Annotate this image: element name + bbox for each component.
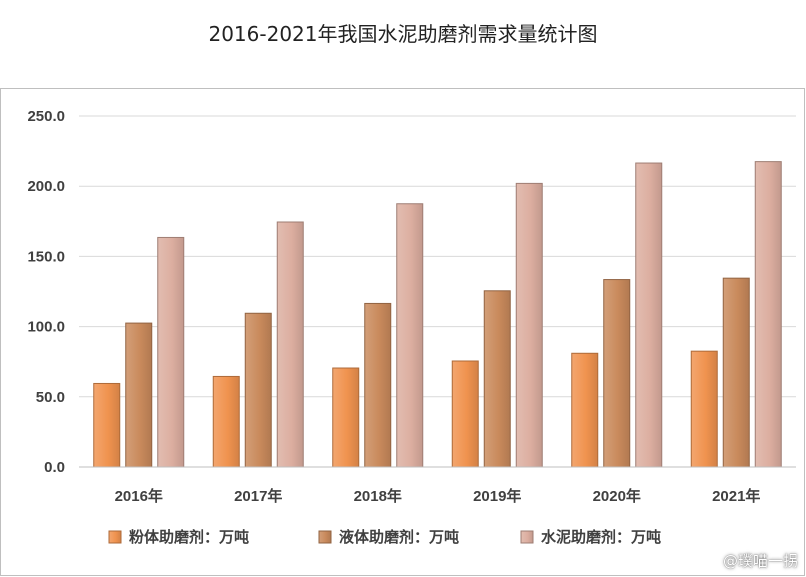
x-tick-label: 2020年 xyxy=(593,487,641,505)
bar xyxy=(332,367,360,468)
bar xyxy=(157,236,185,468)
bar xyxy=(571,352,599,468)
legend-label: 粉体助磨剂：万吨 xyxy=(129,528,249,546)
bar xyxy=(603,279,631,468)
bar xyxy=(396,203,424,468)
bar xyxy=(515,182,543,468)
y-tick-label: 50.0 xyxy=(36,389,65,406)
bar xyxy=(125,322,153,468)
legend-swatch xyxy=(318,530,332,544)
bar xyxy=(93,382,121,468)
x-tick-label: 2016年 xyxy=(115,487,163,505)
gridlines xyxy=(79,115,796,468)
y-tick-label: 250.0 xyxy=(27,108,65,125)
bar xyxy=(451,360,479,468)
x-tick-label: 2021年 xyxy=(712,487,760,505)
bar xyxy=(722,277,750,468)
bar xyxy=(754,161,782,468)
y-tick-label: 100.0 xyxy=(27,319,65,336)
chart-title: 2016-2021年我国水泥助磨剂需求量统计图 xyxy=(208,22,598,46)
legend-label: 水泥助磨剂：万吨 xyxy=(541,528,661,546)
axes: 0.0 50.0 100.0 150.0 200.0 250.0 2016年 2017年 201… xyxy=(27,108,796,505)
bar xyxy=(276,221,304,468)
bar xyxy=(244,312,272,468)
legend: 粉体助磨剂：万吨 液体助磨剂：万吨 水泥助磨剂：万吨 xyxy=(108,528,661,546)
y-tick-label: 150.0 xyxy=(27,248,65,265)
x-tick-label: 2017年 xyxy=(234,487,282,505)
bar xyxy=(212,375,240,468)
chart-frame: 0.0 50.0 100.0 150.0 200.0 250.0 2016年 2017年 201… xyxy=(0,88,805,576)
x-tick-label: 2019年 xyxy=(473,487,521,505)
bar xyxy=(483,290,511,468)
legend-swatch xyxy=(520,530,534,544)
y-tick-label: 0.0 xyxy=(44,459,65,476)
bar xyxy=(635,162,663,468)
bar xyxy=(690,350,718,468)
bar-chart: 0.0 50.0 100.0 150.0 200.0 250.0 2016年 2017年 201… xyxy=(27,108,796,546)
legend-swatch xyxy=(108,530,122,544)
watermark: @璞喵一拐 xyxy=(722,552,798,570)
legend-label: 液体助磨剂：万吨 xyxy=(339,528,459,546)
x-tick-label: 2018年 xyxy=(354,487,402,505)
bars xyxy=(93,161,782,468)
bar xyxy=(364,302,392,468)
y-tick-label: 200.0 xyxy=(27,178,65,195)
